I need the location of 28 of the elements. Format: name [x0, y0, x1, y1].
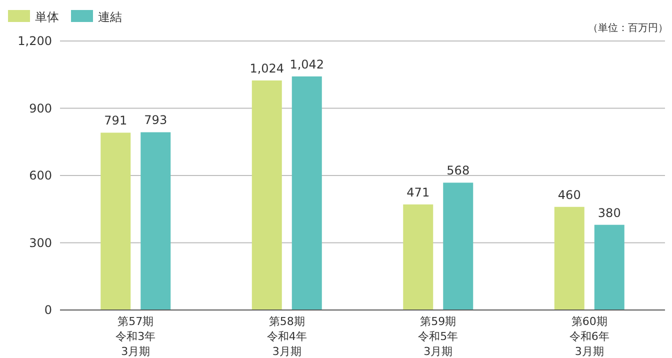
legend-label: 単体: [35, 10, 59, 24]
bar: [554, 206, 584, 310]
y-tick-label: 1,200: [18, 34, 52, 48]
data-label: 791: [104, 114, 128, 128]
data-label: 1,042: [290, 57, 324, 72]
bar: [292, 76, 322, 310]
bar: [443, 182, 474, 310]
x-tick-label: 第58期令和4年3月期: [266, 314, 308, 358]
legend-label: 連結: [98, 10, 122, 24]
bar: [403, 204, 434, 310]
y-tick-label: 900: [29, 101, 52, 116]
data-label: 568: [446, 164, 470, 178]
x-tick-label: 第60期令和6年3月期: [568, 314, 610, 358]
data-label: 460: [558, 188, 581, 202]
y-tick-label: 300: [29, 236, 52, 250]
data-label: 1,024: [250, 61, 284, 76]
data-label: 471: [406, 185, 430, 200]
bar: [100, 132, 131, 310]
x-tick-label: 第59期令和5年3月期: [417, 314, 460, 358]
y-tick-label: 0: [44, 303, 52, 317]
bar: [140, 132, 171, 310]
bar: [252, 80, 282, 310]
data-label: 380: [598, 206, 621, 220]
text: （単位：百万円）: [588, 22, 668, 34]
bar: [594, 224, 624, 310]
data-label: 793: [144, 113, 168, 128]
y-tick-label: 600: [29, 168, 52, 182]
x-tick-label: 第57期令和3年3月期: [114, 314, 157, 358]
